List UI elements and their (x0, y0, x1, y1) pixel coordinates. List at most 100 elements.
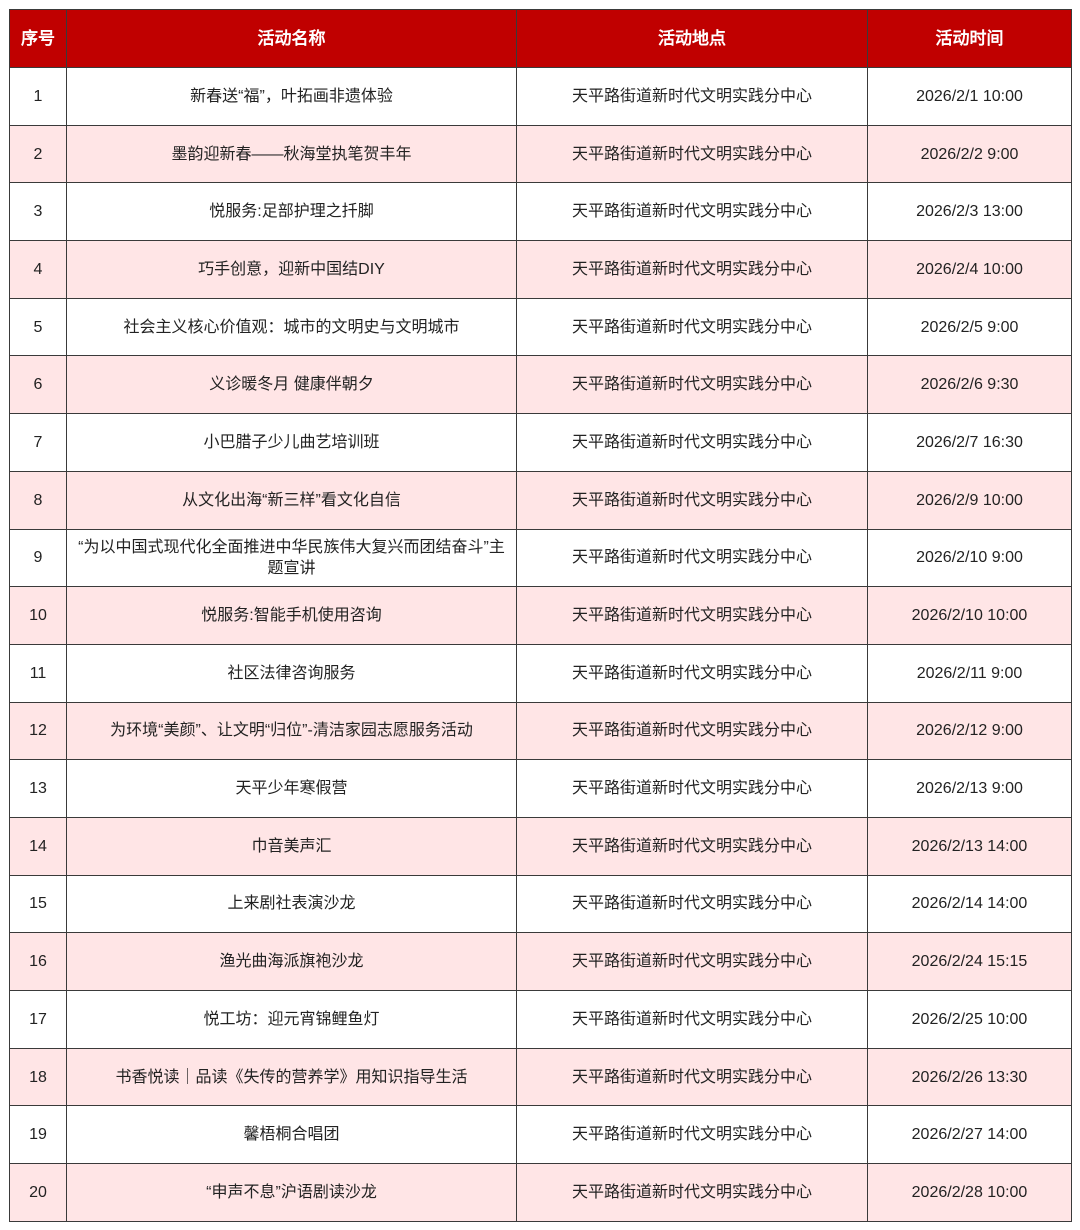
activity-place: 天平路街道新时代文明实践分中心 (516, 124, 868, 184)
table-row: 19 馨梧桐合唱团 天平路街道新时代文明实践分中心 2026/2/27 14:00 (9, 1105, 1072, 1165)
row-number: 4 (9, 240, 67, 299)
row-number: 19 (9, 1105, 67, 1165)
activity-name: 馨梧桐合唱团 (66, 1105, 517, 1165)
activity-time: 2026/2/5 9:00 (867, 297, 1072, 357)
activity-name: 悦服务:足部护理之扦脚 (66, 182, 517, 242)
activity-name: 巧手创意，迎新中国结DIY (66, 240, 517, 299)
activity-name: 渔光曲海派旗袍沙龙 (66, 932, 517, 991)
row-number: 10 (9, 586, 67, 645)
row-number: 16 (9, 932, 67, 991)
header-place: 活动地点 (516, 9, 868, 68)
activity-name: 社会主义核心价值观：城市的文明史与文明城市 (66, 297, 517, 357)
header-time: 活动时间 (867, 9, 1072, 68)
row-number: 8 (9, 470, 67, 530)
table-row: 2 墨韵迎新春——秋海堂执笔贺丰年 天平路街道新时代文明实践分中心 2026/2/2 … (9, 124, 1072, 184)
table-row: 13 天平少年寒假营 天平路街道新时代文明实践分中心 2026/2/13 9:00 (9, 759, 1072, 818)
table-row: 15 上来剧社表演沙龙 天平路街道新时代文明实践分中心 2026/2/14 14:00 (9, 874, 1072, 934)
table-row: 7 小巴腊子少儿曲艺培训班 天平路街道新时代文明实践分中心 2026/2/7 16:3… (9, 413, 1072, 472)
row-number: 3 (9, 182, 67, 242)
table-row: 3 悦服务:足部护理之扦脚 天平路街道新时代文明实践分中心 2026/2/3 13:0… (9, 182, 1072, 242)
activity-name: 天平少年寒假营 (66, 759, 517, 818)
row-number: 14 (9, 816, 67, 876)
activity-name: 从文化出海“新三样”看文化自信 (66, 470, 517, 530)
activity-time: 2026/2/26 13:30 (867, 1047, 1072, 1107)
row-number: 1 (9, 67, 67, 126)
table-header-row: 序号 活动名称 活动地点 活动时间 (9, 9, 1072, 68)
header-name: 活动名称 (66, 9, 517, 68)
row-number: 9 (9, 528, 67, 588)
row-number: 15 (9, 874, 67, 934)
table-row: 6 义诊暖冬月 健康伴朝夕 天平路街道新时代文明实践分中心 2026/2/6 9:30 (9, 355, 1072, 415)
activity-time: 2026/2/13 9:00 (867, 759, 1072, 818)
activity-time: 2026/2/24 15:15 (867, 932, 1072, 991)
activity-place: 天平路街道新时代文明实践分中心 (516, 240, 868, 299)
activity-place: 天平路街道新时代文明实践分中心 (516, 816, 868, 876)
row-number: 2 (9, 124, 67, 184)
row-number: 18 (9, 1047, 67, 1107)
activity-time: 2026/2/14 14:00 (867, 874, 1072, 934)
activity-time: 2026/2/12 9:00 (867, 701, 1072, 761)
table-row: 4 巧手创意，迎新中国结DIY 天平路街道新时代文明实践分中心 2026/2/4 10… (9, 240, 1072, 299)
activity-time: 2026/2/3 13:00 (867, 182, 1072, 242)
activity-time: 2026/2/28 10:00 (867, 1163, 1072, 1222)
activity-place: 天平路街道新时代文明实践分中心 (516, 1163, 868, 1222)
activity-time: 2026/2/10 10:00 (867, 586, 1072, 645)
activity-place: 天平路街道新时代文明实践分中心 (516, 874, 868, 934)
activity-place: 天平路街道新时代文明实践分中心 (516, 67, 868, 126)
row-number: 7 (9, 413, 67, 472)
row-number: 12 (9, 701, 67, 761)
activity-place: 天平路街道新时代文明实践分中心 (516, 413, 868, 472)
activity-place: 天平路街道新时代文明实践分中心 (516, 643, 868, 703)
activity-table: 序号 活动名称 活动地点 活动时间 1 新春送“福”，叶拓画非遗体验 天平路街道新时… (9, 9, 1072, 1222)
table-row: 1 新春送“福”，叶拓画非遗体验 天平路街道新时代文明实践分中心 2026/2/1 1… (9, 67, 1072, 126)
table-row: 16 渔光曲海派旗袍沙龙 天平路街道新时代文明实践分中心 2026/2/24 15:1… (9, 932, 1072, 991)
activity-time: 2026/2/9 10:00 (867, 470, 1072, 530)
activity-place: 天平路街道新时代文明实践分中心 (516, 182, 868, 242)
row-number: 6 (9, 355, 67, 415)
activity-place: 天平路街道新时代文明实践分中心 (516, 586, 868, 645)
activity-place: 天平路街道新时代文明实践分中心 (516, 297, 868, 357)
activity-name: 义诊暖冬月 健康伴朝夕 (66, 355, 517, 415)
activity-name: 上来剧社表演沙龙 (66, 874, 517, 934)
table-row: 10 悦服务:智能手机使用咨询 天平路街道新时代文明实践分中心 2026/2/10 1… (9, 586, 1072, 645)
activity-place: 天平路街道新时代文明实践分中心 (516, 470, 868, 530)
activity-place: 天平路街道新时代文明实践分中心 (516, 759, 868, 818)
activity-name: 小巴腊子少儿曲艺培训班 (66, 413, 517, 472)
activity-name: “申声不息”沪语剧读沙龙 (66, 1163, 517, 1222)
table-row: 5 社会主义核心价值观：城市的文明史与文明城市 天平路街道新时代文明实践分中心 202… (9, 297, 1072, 357)
activity-time: 2026/2/25 10:00 (867, 990, 1072, 1049)
row-number: 11 (9, 643, 67, 703)
activity-name: 书香悦读｜品读《失传的营养学》用知识指导生活 (66, 1047, 517, 1107)
activity-name: 社区法律咨询服务 (66, 643, 517, 703)
table-row: 8 从文化出海“新三样”看文化自信 天平路街道新时代文明实践分中心 2026/2/9 … (9, 470, 1072, 530)
table-row: 17 悦工坊：迎元宵锦鲤鱼灯 天平路街道新时代文明实践分中心 2026/2/25 10… (9, 990, 1072, 1049)
activity-time: 2026/2/2 9:00 (867, 124, 1072, 184)
activity-name: 新春送“福”，叶拓画非遗体验 (66, 67, 517, 126)
table-row: 14 巾音美声汇 天平路街道新时代文明实践分中心 2026/2/13 14:00 (9, 816, 1072, 876)
row-number: 17 (9, 990, 67, 1049)
activity-name: 悦服务:智能手机使用咨询 (66, 586, 517, 645)
activity-time: 2026/2/11 9:00 (867, 643, 1072, 703)
activity-time: 2026/2/7 16:30 (867, 413, 1072, 472)
activity-place: 天平路街道新时代文明实践分中心 (516, 1105, 868, 1165)
activity-place: 天平路街道新时代文明实践分中心 (516, 1047, 868, 1107)
activity-place: 天平路街道新时代文明实践分中心 (516, 932, 868, 991)
activity-time: 2026/2/10 9:00 (867, 528, 1072, 588)
activity-name: 巾音美声汇 (66, 816, 517, 876)
table-row: 11 社区法律咨询服务 天平路街道新时代文明实践分中心 2026/2/11 9:00 (9, 643, 1072, 703)
table-row: 9 “为以中国式现代化全面推进中华民族伟大复兴而团结奋斗”主题宣讲 天平路街道新时代… (9, 528, 1072, 588)
activity-time: 2026/2/4 10:00 (867, 240, 1072, 299)
activity-name: 悦工坊：迎元宵锦鲤鱼灯 (66, 990, 517, 1049)
activity-name: 墨韵迎新春——秋海堂执笔贺丰年 (66, 124, 517, 184)
activity-time: 2026/2/27 14:00 (867, 1105, 1072, 1165)
row-number: 13 (9, 759, 67, 818)
table-row: 12 为环境“美颜”、让文明“归位”-清洁家园志愿服务活动 天平路街道新时代文明实践… (9, 701, 1072, 761)
table-row: 18 书香悦读｜品读《失传的营养学》用知识指导生活 天平路街道新时代文明实践分中心 2… (9, 1047, 1072, 1107)
activity-place: 天平路街道新时代文明实践分中心 (516, 528, 868, 588)
table-row: 20 “申声不息”沪语剧读沙龙 天平路街道新时代文明实践分中心 2026/2/28 1… (9, 1163, 1072, 1222)
activity-place: 天平路街道新时代文明实践分中心 (516, 355, 868, 415)
activity-name: “为以中国式现代化全面推进中华民族伟大复兴而团结奋斗”主题宣讲 (66, 528, 517, 588)
row-number: 5 (9, 297, 67, 357)
activity-name: 为环境“美颜”、让文明“归位”-清洁家园志愿服务活动 (66, 701, 517, 761)
header-no: 序号 (9, 9, 67, 68)
